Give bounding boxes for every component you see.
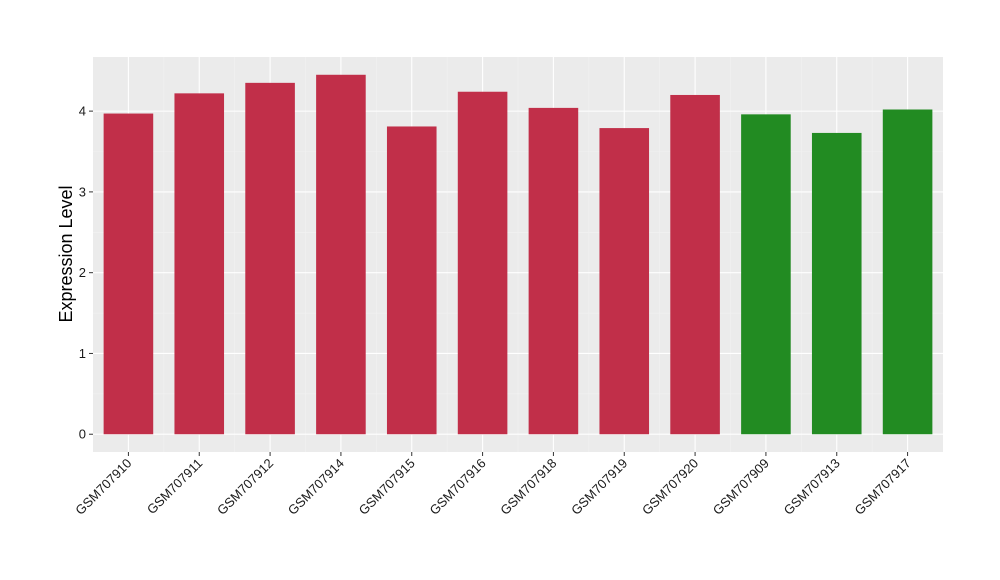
bar: [741, 114, 791, 435]
x-tick-label: GSM707911: [144, 456, 206, 518]
bar: [528, 107, 579, 435]
x-axis: GSM707910 GSM707911 GSM707912 GSM707914 GSM7…: [72, 452, 914, 518]
x-tick-label: GSM707910: [72, 456, 134, 518]
bar: [174, 93, 225, 435]
bar: [386, 126, 437, 435]
y-tick-label: 2: [79, 265, 86, 280]
x-tick-label: GSM707909: [710, 456, 772, 518]
x-tick-label: GSM707920: [639, 456, 701, 518]
bar: [670, 94, 720, 435]
x-tick-label: GSM707913: [781, 456, 843, 518]
bar: [811, 132, 862, 435]
bars: [103, 74, 933, 435]
x-tick-label: GSM707914: [285, 456, 347, 518]
minor-gridlines: [93, 57, 943, 452]
bar: [882, 109, 933, 435]
y-tick-label: 0: [79, 427, 86, 442]
y-tick-label: 4: [79, 104, 86, 119]
bar: [599, 128, 650, 435]
y-tick-label: 3: [79, 184, 86, 199]
bar: [457, 91, 508, 435]
x-tick-label: GSM707917: [851, 456, 913, 518]
bar: [316, 74, 366, 435]
x-tick-label: GSM707915: [356, 456, 418, 518]
x-tick-label: GSM707918: [497, 456, 559, 518]
x-tick-label: GSM707916: [426, 456, 488, 518]
bar: [103, 113, 154, 435]
x-tick-label: GSM707912: [214, 456, 276, 518]
y-axis: 0 1 2 3 4: [79, 104, 93, 442]
y-tick-label: 1: [79, 346, 86, 361]
bar: [245, 82, 295, 435]
y-axis-title: Expression Level: [56, 185, 76, 322]
x-tick-label: GSM707919: [568, 456, 630, 518]
